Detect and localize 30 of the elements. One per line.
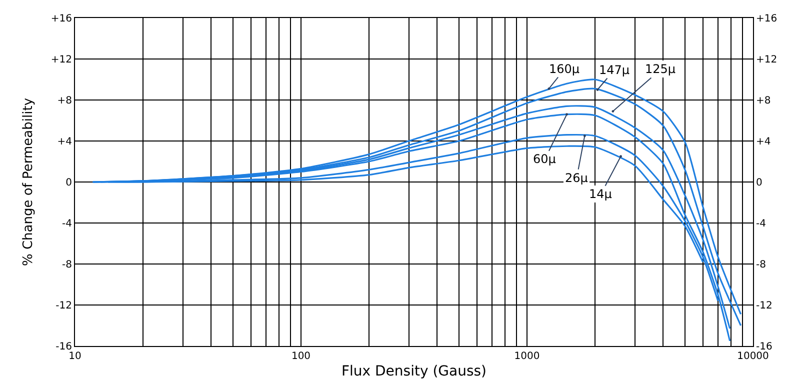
annotation: 14µ <box>589 187 612 201</box>
y-tick-label: -12 <box>56 300 72 312</box>
x-tick-label: 10 <box>68 351 82 362</box>
y2-tick-label: -4 <box>756 218 766 230</box>
y-tick-label: -8 <box>62 260 72 270</box>
x-tick-label: 10000 <box>737 351 769 362</box>
y2-tick-label: +8 <box>756 96 771 106</box>
y2-tick-label: +16 <box>756 14 778 24</box>
y-tick-label: +16 <box>50 14 72 24</box>
x-tick-label: 1000 <box>514 351 540 362</box>
annotation: 160µ <box>549 62 580 76</box>
y2-tick-label: -8 <box>756 260 766 270</box>
y2-tick-label: 0 <box>756 178 762 188</box>
y2-tick-label: -16 <box>756 342 772 352</box>
annotation: 60µ <box>533 152 556 166</box>
y-axis-title: % Change of Permeability <box>20 98 36 266</box>
y-tick-label: +8 <box>57 96 72 106</box>
annotation: 26µ <box>565 171 588 185</box>
y-tick-label: +12 <box>50 54 72 66</box>
y-tick-label: +4 <box>57 136 72 148</box>
y2-tick-label: +12 <box>756 54 778 66</box>
y-tick-label: -4 <box>62 218 72 230</box>
x-axis-title: Flux Density (Gauss) <box>341 363 487 380</box>
annotation: 147µ <box>599 63 630 77</box>
y2-tick-label: +4 <box>756 136 771 148</box>
y2-tick-label: -12 <box>756 300 772 312</box>
y-tick-label: -16 <box>56 342 72 352</box>
x-tick-label: 100 <box>291 351 311 362</box>
y-tick-label: 0 <box>66 178 72 188</box>
annotation: 125µ <box>645 62 676 76</box>
